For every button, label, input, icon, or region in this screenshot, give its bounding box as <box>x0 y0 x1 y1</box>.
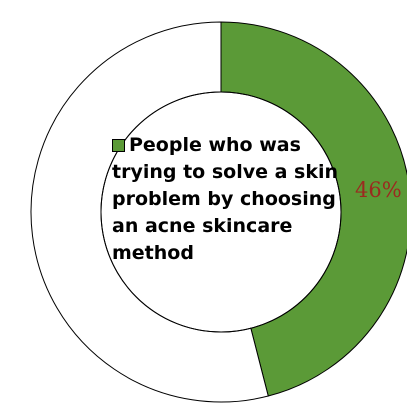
legend-label: People who was trying to solve a skin pr… <box>112 134 339 264</box>
inner-ring <box>100 91 342 333</box>
legend-swatch <box>112 139 125 152</box>
data-label-46: 46% <box>355 178 402 202</box>
legend: People who was trying to solve a skin pr… <box>112 132 342 267</box>
